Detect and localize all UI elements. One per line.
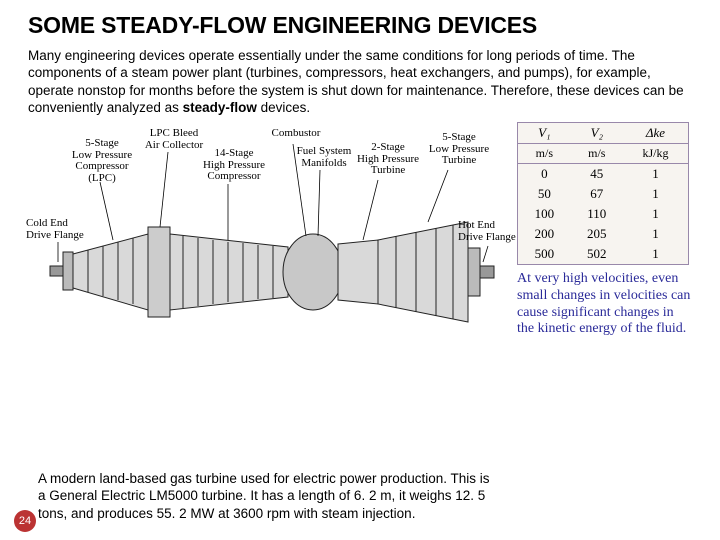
ke-cell: 67 <box>571 184 623 204</box>
label-lpt: 5-StageLow PressureTurbine <box>420 132 498 167</box>
ke-cell: 1 <box>623 184 689 204</box>
ke-unit-1: m/s <box>571 144 623 164</box>
ke-cell: 1 <box>623 224 689 244</box>
ke-cell: 502 <box>571 244 623 265</box>
ke-header-v1: V₁ <box>518 123 571 144</box>
ke-cell: 110 <box>571 204 623 224</box>
label-hpc: 14-StageHigh PressureCompressor <box>190 148 278 183</box>
ke-cell: 50 <box>518 184 571 204</box>
ke-cell: 1 <box>623 204 689 224</box>
page-title: SOME STEADY-FLOW ENGINEERING DEVICES <box>28 12 692 39</box>
ke-unit-0: m/s <box>518 144 571 164</box>
ke-header-dke: Δke <box>623 123 689 144</box>
ke-cell: 205 <box>571 224 623 244</box>
ke-cell: 500 <box>518 244 571 265</box>
ke-table: V₁ V₂ Δke m/s m/s kJ/kg 0451 50671 10011… <box>517 122 689 265</box>
ke-cell: 45 <box>571 164 623 185</box>
slide: SOME STEADY-FLOW ENGINEERING DEVICES Man… <box>0 0 720 540</box>
side-column: V₁ V₂ Δke m/s m/s kJ/kg 0451 50671 10011… <box>517 122 692 338</box>
label-hot-flange: Hot EndDrive Flange <box>458 220 520 243</box>
ke-cell: 200 <box>518 224 571 244</box>
ke-header-v2: V₂ <box>571 123 623 144</box>
content-row: 5-StageLow PressureCompressor(LPC) LPC B… <box>28 122 692 362</box>
ke-caption: At very high velocities, even small chan… <box>517 271 692 338</box>
turbine-diagram: 5-StageLow PressureCompressor(LPC) LPC B… <box>28 122 509 362</box>
label-lpc: 5-StageLow PressureCompressor(LPC) <box>62 138 142 184</box>
ke-unit-2: kJ/kg <box>623 144 689 164</box>
ke-cell: 100 <box>518 204 571 224</box>
ke-cell: 1 <box>623 164 689 185</box>
label-cold-flange: Cold EndDrive Flange <box>26 218 86 241</box>
page-number: 24 <box>14 510 36 532</box>
ke-cell: 1 <box>623 244 689 265</box>
turbine-caption: A modern land-based gas turbine used for… <box>38 470 498 522</box>
label-combustor: Combustor <box>264 128 328 140</box>
label-hpt: 2-StageHigh PressureTurbine <box>348 142 428 177</box>
intro-paragraph: Many engineering devices operate essenti… <box>28 47 692 116</box>
ke-cell: 0 <box>518 164 571 185</box>
